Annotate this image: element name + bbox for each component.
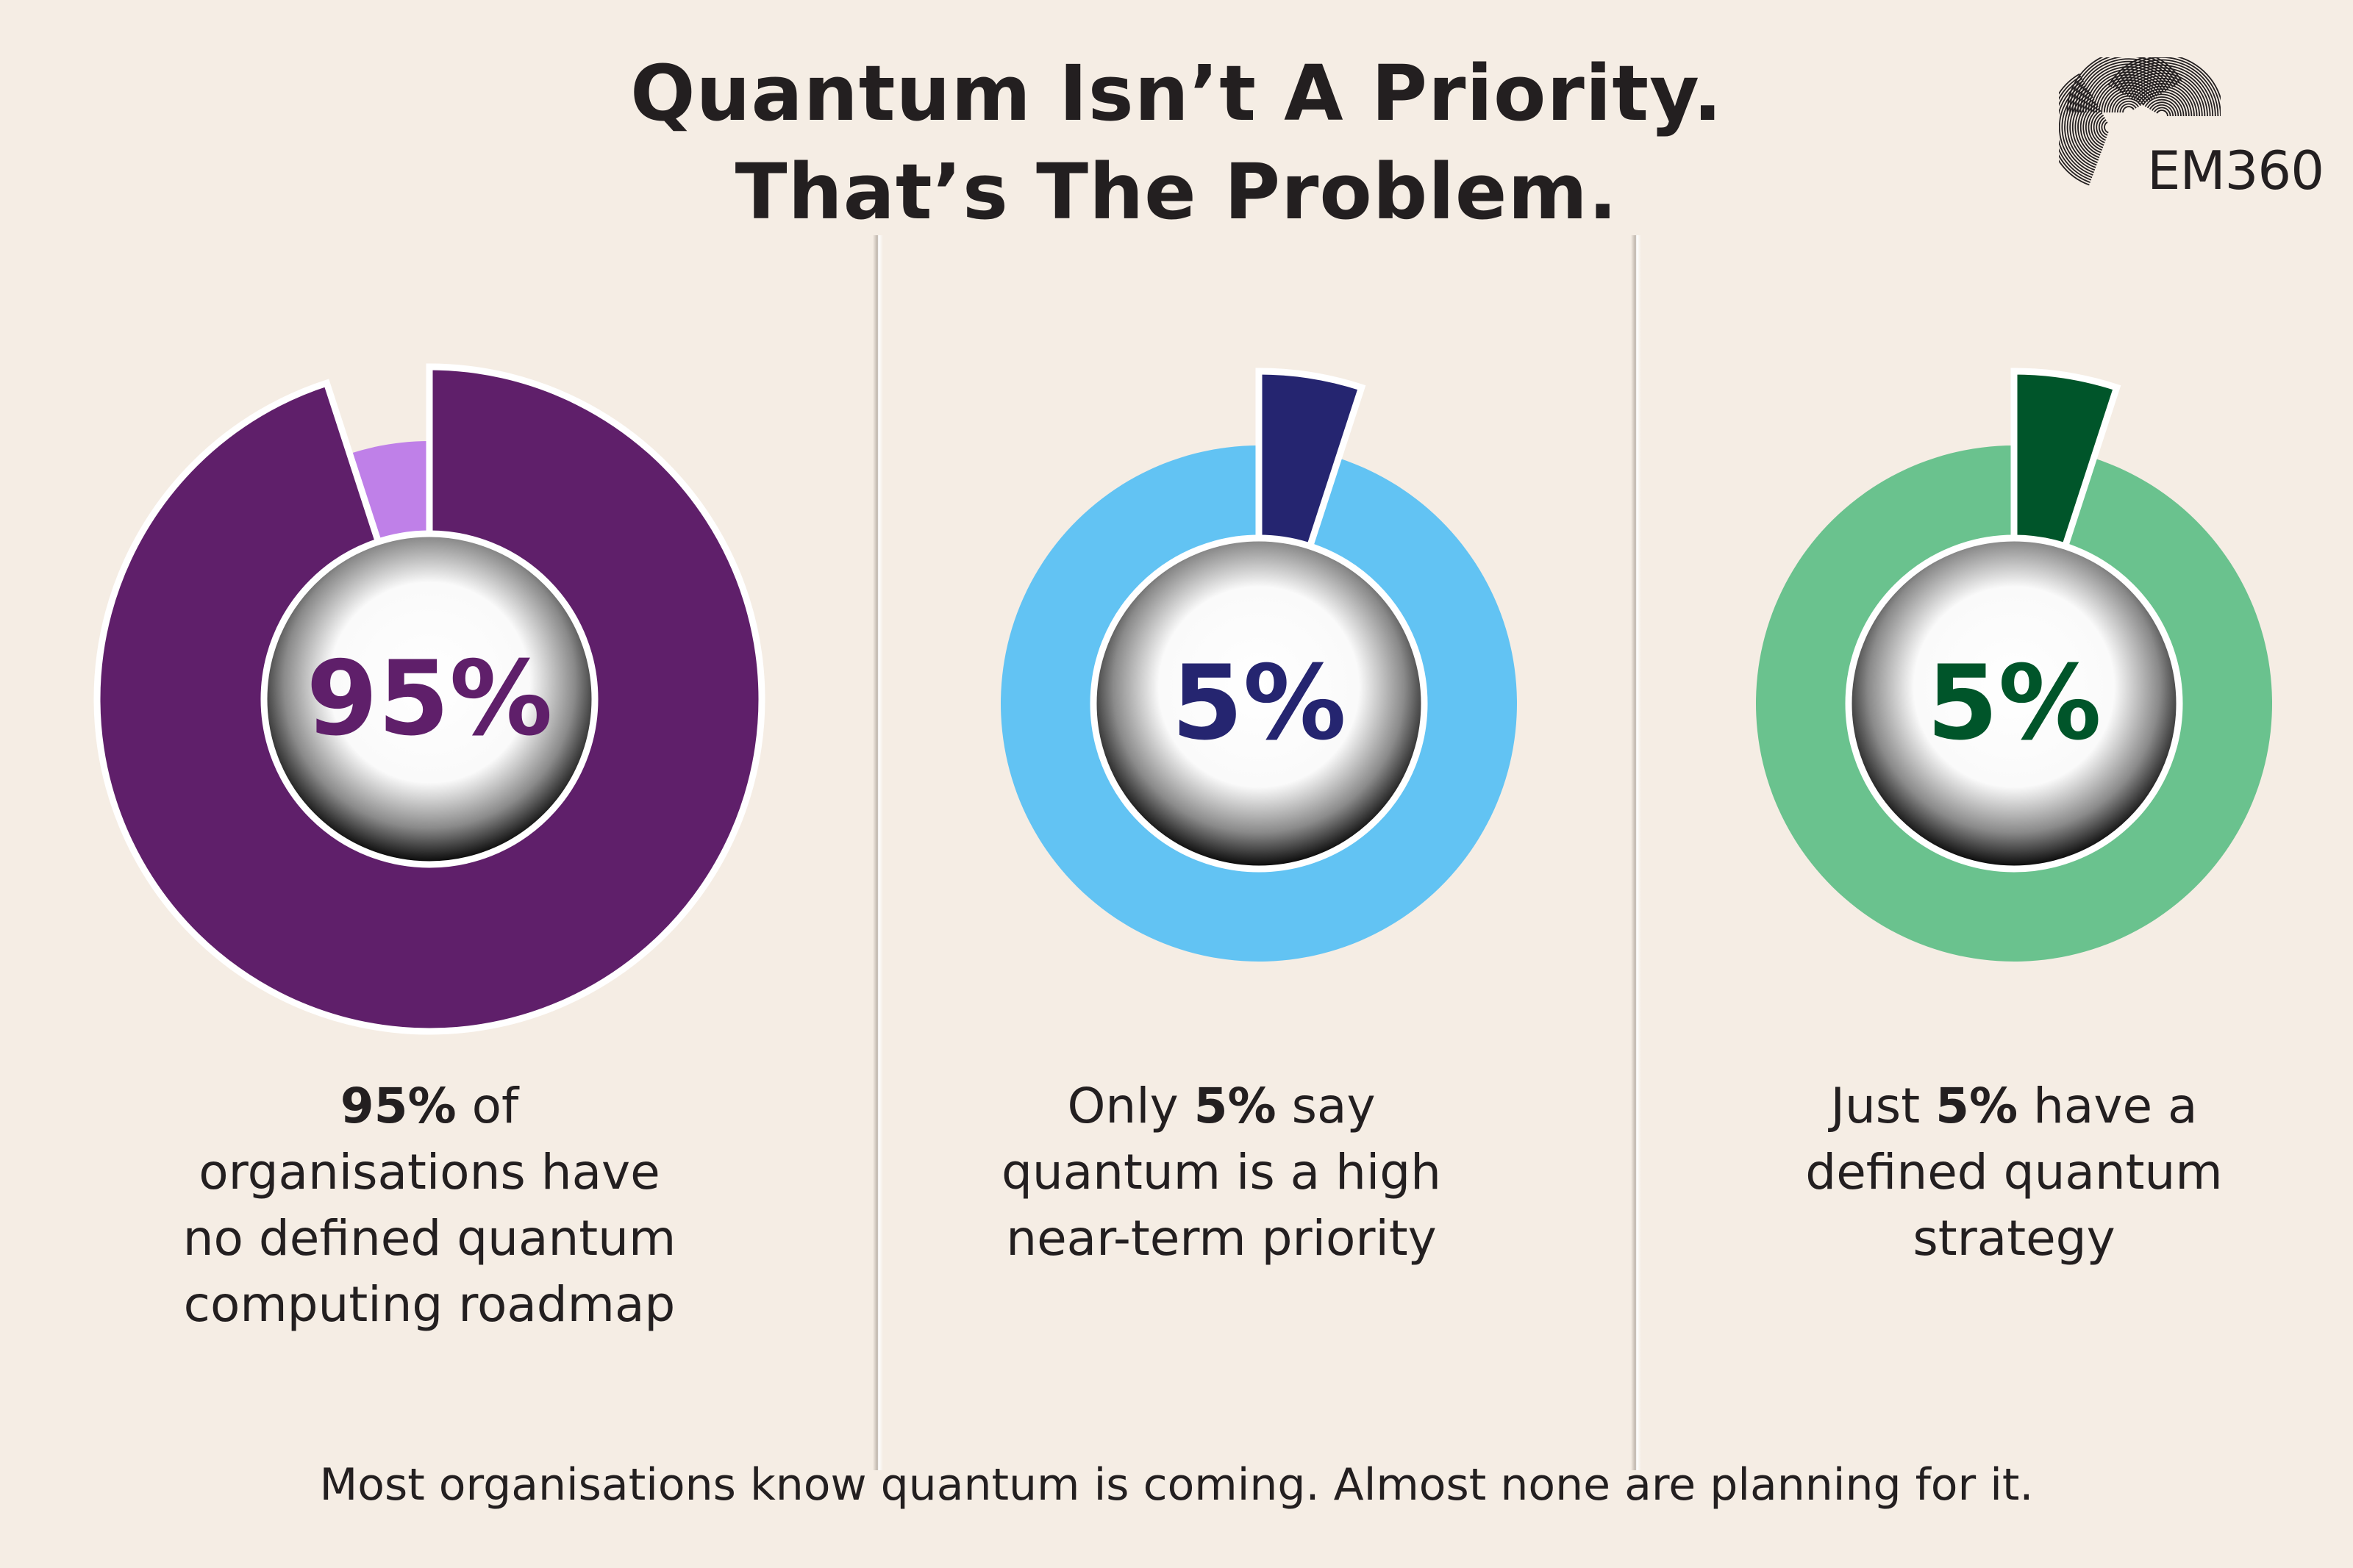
caption-line: Only 5% say (890, 1073, 1552, 1139)
caption-line: near-term priority (890, 1206, 1552, 1272)
donut-center-sphere (260, 530, 599, 868)
column-divider-2 (1631, 235, 1641, 1470)
donut-segment (349, 441, 429, 545)
center-percentage-label: 95% (306, 640, 552, 759)
caption-line: computing roadmap (99, 1272, 760, 1338)
caption-line: 95% of (99, 1073, 760, 1139)
caption-text: near-term priority (1006, 1210, 1437, 1267)
caption-highlight: 5% (1193, 1078, 1277, 1134)
caption-highlight: 5% (1935, 1078, 2018, 1134)
caption-1: 95% of organisations have no defined quant… (99, 1073, 760, 1338)
column-divider-1 (873, 235, 883, 1470)
caption-line: defined quantum (1683, 1139, 2345, 1206)
caption-line: Just 5% have a (1683, 1073, 2345, 1139)
caption-line: no defined quantum (99, 1206, 760, 1272)
caption-line: strategy (1683, 1206, 2345, 1272)
footer-note: Most organisations know quantum is comin… (319, 1459, 2034, 1511)
caption-line: organisations have (99, 1139, 760, 1206)
caption-2: Only 5% say quantum is a high near-term pr… (890, 1073, 1552, 1272)
caption-text: have a (2018, 1078, 2198, 1134)
caption-text: Only (1067, 1078, 1194, 1134)
caption-text: defined quantum (1805, 1144, 2223, 1200)
center-percentage-label: 5% (1171, 644, 1346, 764)
caption-text: organisations have (199, 1144, 660, 1200)
caption-line: quantum is a high (890, 1139, 1552, 1206)
title-line-1: Quantum Isn’t A Priority. (630, 49, 1723, 138)
donut-chart-3: 5% (1755, 368, 2272, 962)
donut-center-sphere (1845, 534, 2183, 873)
center-percentage-label: 5% (1927, 644, 2102, 764)
caption-text: quantum is a high (1001, 1144, 1441, 1200)
title-line-2: That’s The Problem. (735, 147, 1618, 237)
em360-logo: EM360 (2048, 50, 2324, 204)
logo-wave-icon (2048, 50, 2224, 186)
caption-text: say (1276, 1078, 1376, 1134)
caption-text: strategy (1913, 1210, 2115, 1267)
donut-chart-2: 5% (1000, 368, 1517, 962)
donut-segment (1755, 445, 2272, 962)
caption-text: Just (1830, 1078, 1936, 1134)
caption-text: no defined quantum (182, 1210, 676, 1267)
caption-highlight: 95% (340, 1078, 457, 1134)
donut-center-sphere (1090, 534, 1428, 873)
infographic-title: Quantum Isn’t A Priority. That’s The Pro… (0, 44, 2353, 241)
logo-text: EM360 (2147, 140, 2324, 201)
donut-chart-1: 95% (93, 363, 765, 1035)
caption-text: computing roadmap (183, 1276, 676, 1333)
caption-text: of (456, 1078, 519, 1134)
donut-segment (1000, 445, 1517, 962)
caption-3: Just 5% have a defined quantum strategy (1683, 1073, 2345, 1272)
